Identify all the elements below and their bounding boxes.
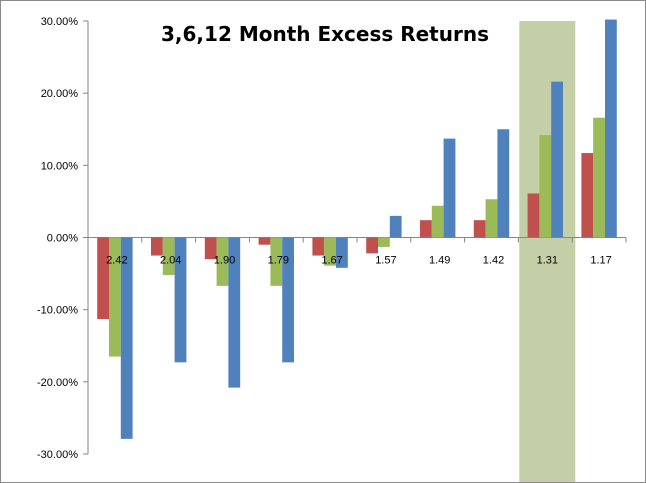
x-category-label: 2.04 — [160, 255, 181, 267]
bar-12-month-1.67 — [336, 237, 348, 268]
y-tick-label: 10.00% — [41, 160, 79, 172]
bar-12-month-1.79 — [282, 237, 294, 363]
x-category-label: 1.49 — [429, 255, 450, 267]
y-tick-label: 20.00% — [41, 88, 79, 100]
bar-3-month-1.31 — [527, 193, 540, 238]
bar-3-month-2.04 — [151, 237, 163, 256]
bar-6-month-1.57 — [378, 237, 390, 247]
bar-6-month-1.49 — [431, 205, 444, 238]
highlight-band-layer — [519, 21, 576, 482]
bar-3-month-1.67 — [312, 237, 325, 256]
bar-12-month-1.31 — [551, 81, 563, 238]
bar-6-month-2.42 — [109, 237, 121, 357]
bar-12-month-1.90 — [228, 237, 241, 388]
bar-6-month-1.31 — [539, 135, 552, 238]
bar-12-month-2.42 — [120, 237, 133, 439]
x-category-label: 1.17 — [590, 255, 611, 267]
bar-6-month-2.04 — [162, 237, 175, 276]
y-tick-label: -30.00% — [37, 449, 78, 461]
bar-12-month-1.17 — [605, 19, 617, 238]
y-tick-layer: -30.00% -20.00% -10.00% 0.00% 10.00% 20.00% 30… — [37, 16, 88, 461]
bar-3-month-2.42 — [97, 237, 109, 320]
x-category-label: 1.31 — [537, 255, 558, 267]
bar-12-month-1.49 — [443, 138, 456, 238]
y-tick-label: 0.00% — [47, 233, 78, 245]
x-category-label: 1.42 — [483, 255, 504, 267]
bar-3-month-1.57 — [366, 237, 378, 254]
bar-12-month-1.57 — [389, 215, 402, 238]
x-tick-layer: 2.42 2.04 1.90 1.79 1.67 1.57 1.49 1.42 1.31 1.17 — [87, 237, 627, 267]
chart-title: 3,6,12 Month Excess Returns — [161, 22, 489, 46]
bar-6-month-1.42 — [485, 199, 498, 238]
x-category-label: 2.42 — [106, 255, 127, 267]
bar-layer — [97, 19, 617, 439]
bar-6-month-1.90 — [216, 237, 229, 286]
bar-3-month-1.17 — [581, 153, 594, 238]
bar-12-month-1.42 — [497, 129, 510, 238]
bar-3-month-1.79 — [258, 237, 271, 245]
y-tick-label: -10.00% — [37, 305, 78, 317]
y-tick-label: -20.00% — [37, 377, 78, 389]
x-category-label: 1.90 — [214, 255, 235, 267]
y-tick-label: 30.00% — [41, 16, 79, 28]
x-category-label: 1.79 — [268, 255, 289, 267]
x-category-label: 1.67 — [321, 255, 342, 267]
bar-3-month-1.42 — [473, 220, 486, 238]
bar-3-month-1.49 — [420, 220, 432, 238]
bar-12-month-2.04 — [174, 237, 187, 363]
bar-6-month-1.17 — [593, 117, 605, 238]
bar-6-month-1.79 — [270, 237, 283, 286]
highlight-band — [519, 21, 576, 482]
bar-3-month-1.90 — [204, 237, 217, 260]
x-category-label: 1.57 — [375, 255, 396, 267]
bar-6-month-1.67 — [324, 237, 336, 266]
